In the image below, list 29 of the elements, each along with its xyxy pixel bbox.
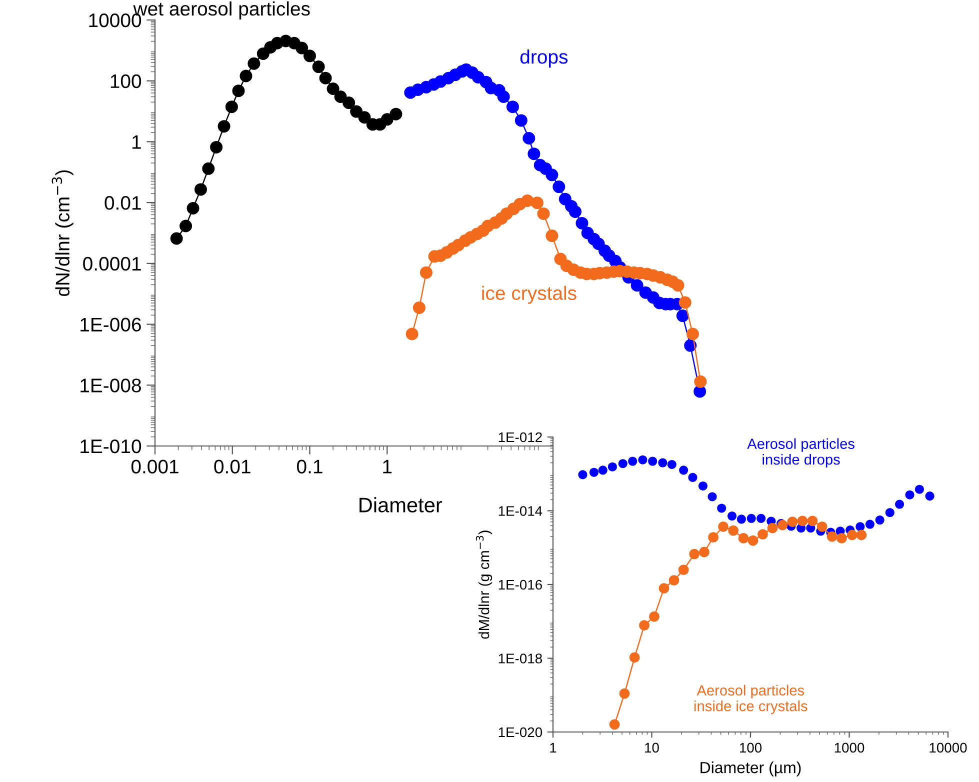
y-tick-label: 0.0001 (83, 256, 141, 271)
y-axis-title: dM/dlnr (g cm$^{−3}$) (476, 530, 492, 639)
x-tick-label: 1 (383, 460, 392, 474)
text: Aerosol particles inside ice crystals (694, 684, 808, 714)
x-tick-label: 1 (550, 742, 556, 752)
series-label: ice crystals (482, 286, 576, 304)
x-tick-label: 10 (645, 742, 659, 753)
x-tick-label: 0.001 (131, 460, 178, 474)
y-tick-label: 1E-016 (498, 580, 542, 590)
series-label: drops (520, 49, 568, 68)
x-tick-label: 0.01 (214, 460, 250, 474)
y-tick-label: 1E-012 (498, 432, 542, 442)
x-tick-label: 100 (740, 742, 762, 753)
y-tick-label: 1E-020 (498, 727, 542, 738)
y-tick-label: 1E-018 (498, 654, 542, 664)
y-tick-label: 1E-006 (80, 318, 141, 332)
text: Aerosol particles inside drops (747, 438, 854, 468)
x-tick-label: 10000 (930, 742, 967, 753)
x-tick-label: 1000 (834, 742, 864, 753)
y-tick-label: 1E-010 (80, 439, 142, 454)
x-axis-title: Diameter (360, 497, 442, 512)
y-tick-label: 100 (110, 74, 142, 88)
y-axis-title: dN/dlnr (cm$^{−3}$) (52, 170, 74, 296)
y-tick-label: 1 (132, 135, 141, 149)
x-tick-label: 0.1 (296, 460, 322, 474)
x-axis-title: Diameter (µm) (700, 762, 801, 776)
y-tick-label: 1E-014 (498, 506, 542, 516)
y-tick-label: 1E-008 (80, 378, 141, 392)
y-tick-label: 0.01 (104, 196, 141, 210)
